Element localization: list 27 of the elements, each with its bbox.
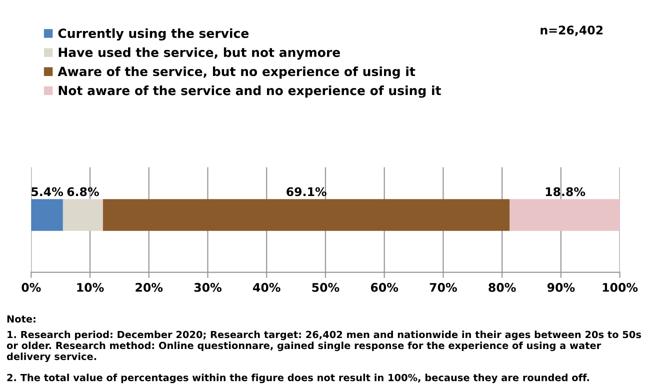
x-tick-label: 100%: [602, 282, 638, 292]
x-tick-label: 30%: [194, 282, 222, 292]
bar: [102, 199, 510, 231]
data-label: 18.8%: [546, 187, 586, 196]
bar: [62, 199, 103, 231]
text: Note:: [7, 315, 36, 323]
text: 1. Research period: December 2020; Research target: 26,402 men and nationwide in their ages between 20s to 50s or older. Research method: Online questionnare, gained single response for the experience of using a water delivery service.: [6, 330, 641, 362]
text: 2. The total value of percentages within the figure does not result in 100%, because they are rounded off.: [7, 374, 589, 384]
x-tick-label: 70%: [430, 282, 457, 292]
bar: [31, 199, 63, 231]
legend-label: Not aware of the service and no experience of using it: [58, 86, 441, 98]
x-tick-label: 40%: [253, 282, 280, 292]
data-label: 69.1%: [286, 187, 326, 196]
x-tick-label: 0%: [22, 282, 41, 292]
x-tick-label: 50%: [312, 282, 340, 292]
legend-label: Aware of the service, but no experience of using it: [58, 66, 416, 79]
data-label: 5.4%: [32, 187, 64, 196]
x-tick-label: 80%: [488, 282, 516, 292]
legend-label: Have used the service, but not anymore: [58, 47, 340, 60]
x-tick-label: 20%: [136, 282, 163, 292]
x-tick-label: 90%: [547, 282, 575, 292]
x-tick-label: 10%: [77, 282, 104, 292]
text: n=26,402: [540, 26, 603, 36]
bar: [510, 199, 620, 231]
x-tick-label: 60%: [370, 282, 398, 292]
legend-label: Currently using the service: [58, 28, 249, 41]
data-label: 6.8%: [67, 187, 99, 196]
